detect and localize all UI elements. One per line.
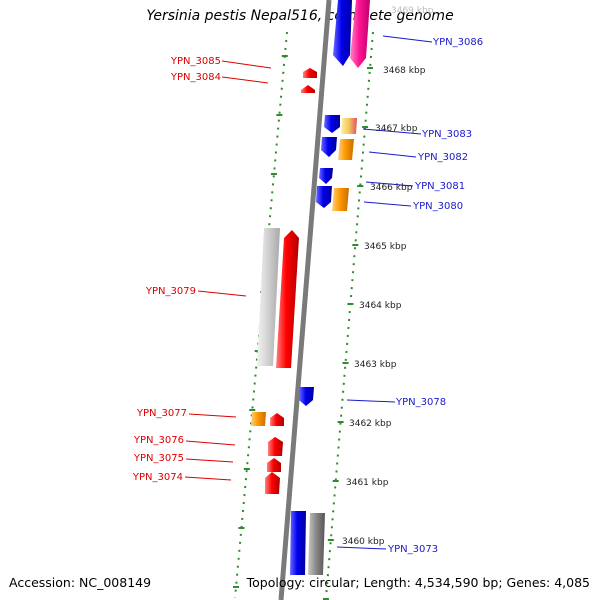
gene-label-ypn-3073[interactable]: YPN_3073 — [387, 544, 438, 555]
accession-label: Accession: NC_008149 — [9, 575, 152, 590]
forward-strand-features — [290, 0, 370, 575]
gene-block-ypn-3077-orange[interactable] — [251, 412, 266, 426]
gene-arrow-ypn-3085[interactable] — [303, 68, 317, 78]
gene-arrow-ypn-3079[interactable] — [276, 230, 299, 368]
gene-arrow-ypn-3081[interactable] — [319, 168, 333, 184]
gene-arrow-ypn-3076[interactable] — [268, 437, 283, 456]
gene-block-ypn-3073-gray[interactable] — [308, 513, 325, 575]
gene-label-ypn-3078[interactable]: YPN_3078 — [395, 397, 446, 408]
kbp-label: 3468 kbp — [383, 66, 426, 76]
gene-arrow-ypn-3086-magenta[interactable] — [350, 0, 370, 68]
gene-block-ypn-3073-blue[interactable] — [290, 511, 306, 575]
gene-arrow-ypn-3080[interactable] — [316, 186, 332, 208]
gene-block-ypn-3082-orange[interactable] — [338, 139, 354, 160]
reverse-strand-features — [251, 68, 317, 494]
gene-label-ypn-3081[interactable]: YPN_3081 — [414, 181, 465, 192]
gene-arrow-ypn-3086-blue[interactable] — [333, 0, 352, 66]
kbp-label: 3463 kbp — [354, 360, 397, 370]
genome-backbone — [278, 0, 332, 600]
kbp-label: 3464 kbp — [359, 301, 402, 311]
kbp-label: 3462 kbp — [349, 419, 392, 429]
gene-arrow-ypn-3074[interactable] — [265, 472, 280, 494]
gene-label-ypn-3075[interactable]: YPN_3075 — [133, 453, 184, 464]
gene-arrow-ypn-3084[interactable] — [301, 85, 315, 93]
gene-label-ypn-3082[interactable]: YPN_3082 — [417, 152, 468, 163]
gene-block-ypn-3080-orange[interactable] — [332, 188, 349, 211]
gene-label-ypn-3083[interactable]: YPN_3083 — [421, 129, 472, 140]
kbp-label: 3467 kbp — [375, 124, 418, 134]
kbp-scale-labels: 3469 kbp 3468 kbp 3467 kbp 3466 kbp 3465… — [342, 6, 434, 547]
gene-block-ypn-3083-minor[interactable] — [341, 118, 357, 134]
gene-arrow-ypn-3078[interactable] — [299, 387, 314, 406]
kbp-label: 3466 kbp — [370, 183, 413, 193]
gene-arrow-ypn-3077[interactable] — [270, 413, 284, 426]
gene-label-ypn-3074[interactable]: YPN_3074 — [132, 472, 183, 483]
right-tick-track — [322, 31, 374, 600]
map-title: Yersinia pestis Nepal516, complete genom… — [146, 8, 454, 24]
topology-summary: Topology: circular; Length: 4,534,590 bp… — [246, 575, 590, 590]
kbp-label: 3460 kbp — [342, 537, 385, 547]
gene-arrow-ypn-3082[interactable] — [321, 137, 337, 157]
gene-label-ypn-3085[interactable]: YPN_3085 — [170, 56, 221, 67]
reverse-leader-lines — [184, 60, 272, 481]
gene-label-ypn-3084[interactable]: YPN_3084 — [170, 72, 221, 83]
gene-arrow-ypn-3075[interactable] — [267, 458, 281, 472]
gene-label-ypn-3080[interactable]: YPN_3080 — [412, 201, 463, 212]
gene-label-ypn-3076[interactable]: YPN_3076 — [133, 435, 184, 446]
reverse-gene-labels: YPN_3085 YPN_3084 YPN_3079 YPN_3077 YPN_… — [132, 56, 221, 483]
kbp-label: 3469 kbp — [391, 6, 434, 16]
gene-label-ypn-3086[interactable]: YPN_3086 — [432, 37, 483, 48]
forward-gene-labels: YPN_3086 YPN_3083 YPN_3082 YPN_3081 YPN_… — [387, 37, 483, 555]
kbp-label: 3461 kbp — [346, 478, 389, 488]
kbp-label: 3465 kbp — [364, 242, 407, 252]
gene-label-ypn-3077[interactable]: YPN_3077 — [136, 408, 187, 419]
gene-arrow-ypn-3083[interactable] — [324, 115, 340, 133]
forward-leader-lines — [336, 35, 433, 550]
gene-label-ypn-3079[interactable]: YPN_3079 — [145, 286, 196, 297]
gene-block-ypn-3079-gray[interactable] — [257, 228, 280, 366]
